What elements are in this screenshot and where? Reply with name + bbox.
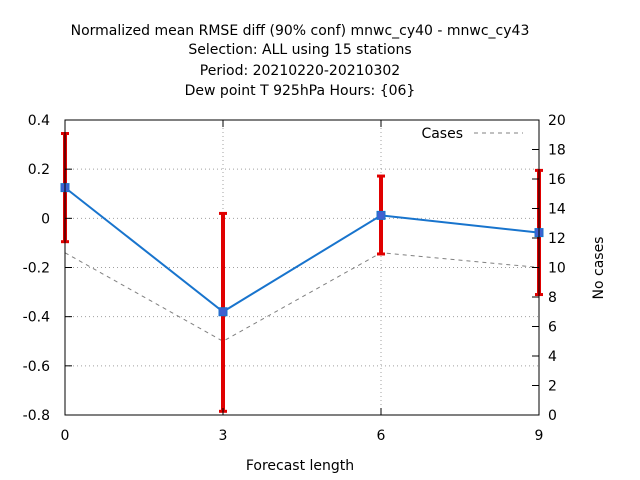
- y-tick-label: -0.4: [23, 310, 50, 326]
- tick-labels: -0.8 -0.6 -0.4 -0.2 0 0.2 0.4 0 2 4 6 8 10 12 14 16 18 20…: [23, 113, 566, 444]
- y-tick-label: 0.4: [28, 113, 50, 129]
- y2-tick-label: 14: [548, 202, 566, 218]
- y2-tick-label: 12: [548, 231, 566, 247]
- rmse-diff-series: [60, 132, 544, 413]
- y-tick-label: -0.6: [23, 359, 50, 375]
- rmse-diff-line: [64, 186, 540, 313]
- legend: Cases: [421, 126, 523, 142]
- data-point: [376, 210, 386, 220]
- cases-series: [64, 252, 540, 342]
- x-axis-label: Forecast length: [246, 458, 354, 474]
- y2-tick-label: 8: [548, 290, 557, 306]
- y2-tick-label: 16: [548, 172, 566, 188]
- title-line-2: Selection: ALL using 15 stations: [188, 42, 411, 58]
- data-point: [218, 307, 228, 317]
- x-tick-label: 3: [219, 428, 228, 444]
- title-line-3: Period: 20210220-20210302: [200, 63, 400, 79]
- y-tick-label: -0.8: [23, 408, 50, 424]
- grid-lines: [65, 120, 539, 415]
- axis-ticks: [64, 119, 540, 416]
- chart-title: Normalized mean RMSE diff (90% conf) mnw…: [71, 23, 530, 99]
- y-tick-label: 0.2: [28, 162, 50, 178]
- legend-label-cases: Cases: [421, 126, 463, 142]
- y2-tick-label: 6: [548, 320, 557, 336]
- title-line-4: Dew point T 925hPa Hours: {06}: [185, 83, 416, 99]
- y-tick-label: 0: [41, 211, 50, 227]
- x-tick-label: 0: [61, 428, 70, 444]
- y2-tick-label: 18: [548, 143, 566, 159]
- y2-tick-label: 10: [548, 261, 566, 277]
- y-tick-label: -0.2: [23, 261, 50, 277]
- x-tick-label: 6: [377, 428, 386, 444]
- y2-axis-label: No cases: [591, 237, 607, 300]
- y2-tick-label: 20: [548, 113, 566, 129]
- y2-tick-label: 0: [548, 408, 557, 424]
- cases-line: [64, 252, 540, 342]
- y2-tick-label: 2: [548, 379, 557, 395]
- title-line-1: Normalized mean RMSE diff (90% conf) mnw…: [71, 23, 530, 39]
- y2-tick-label: 4: [548, 349, 557, 365]
- x-tick-label: 9: [535, 428, 544, 444]
